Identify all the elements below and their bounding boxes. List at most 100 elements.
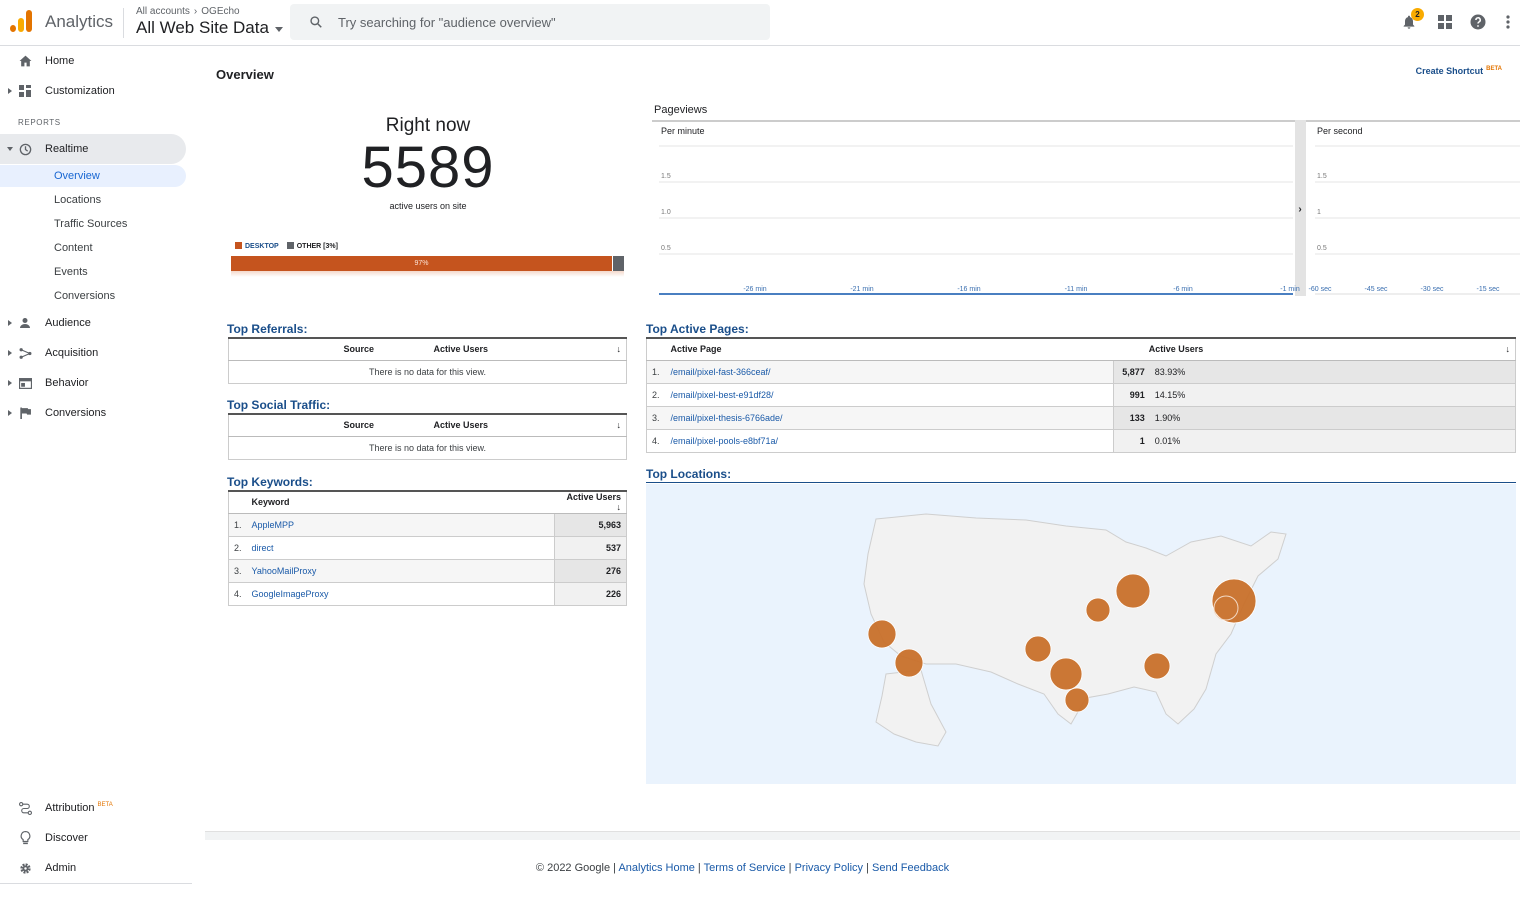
- location-bubble[interactable]: [1115, 573, 1151, 609]
- page-percent: 83.93%: [1149, 360, 1516, 384]
- keyword-link[interactable]: GoogleImageProxy: [246, 582, 555, 606]
- pageviews-title: Pageviews: [654, 104, 708, 116]
- caret-down-icon: [274, 27, 283, 32]
- location-bubble[interactable]: [1024, 635, 1052, 663]
- column-header[interactable]: Source: [338, 413, 429, 437]
- sidebar-subitem-events[interactable]: Events: [0, 261, 186, 283]
- beta-badge: BETA: [97, 802, 113, 809]
- table-row[interactable]: 2./email/pixel-best-e91df28/991 14.15%: [646, 383, 1516, 407]
- legend-other-label: OTHER [3%]: [296, 243, 338, 250]
- location-bubble[interactable]: [1143, 652, 1171, 680]
- keyword-users: 537: [554, 536, 627, 560]
- table-row[interactable]: 1./email/pixel-fast-366ceaf/5,877 83.93%: [646, 360, 1516, 384]
- apps-button[interactable]: [1435, 12, 1455, 32]
- search-input[interactable]: [338, 4, 758, 40]
- sidebar-item-realtime[interactable]: Realtime: [0, 134, 186, 164]
- location-bubble-ring: [1213, 595, 1239, 621]
- sidebar-subitem-conversions[interactable]: Conversions: [0, 285, 186, 307]
- view-name: All Web Site Data: [136, 18, 269, 37]
- clock-icon: [18, 142, 32, 156]
- keyword-link[interactable]: direct: [246, 536, 555, 560]
- other-segment[interactable]: [612, 256, 624, 271]
- column-header[interactable]: Source: [338, 337, 429, 361]
- sidebar-item-conversions[interactable]: Conversions: [0, 398, 186, 428]
- row-index: 4.: [227, 582, 247, 606]
- keyword-users: 5,963: [554, 513, 627, 537]
- breadcrumb-account[interactable]: All accounts: [136, 6, 190, 17]
- sidebar-subitem-traffic-sources[interactable]: Traffic Sources: [0, 213, 186, 235]
- lightbulb-icon: [18, 831, 32, 845]
- view-selector[interactable]: All Web Site Data: [136, 18, 283, 38]
- create-shortcut-label: Create Shortcut: [1415, 66, 1484, 76]
- keyword-link[interactable]: YahooMailProxy: [246, 559, 555, 583]
- table-row[interactable]: 4./email/pixel-pools-e8bf71a/1 0.01%: [646, 429, 1516, 453]
- footer-link-terms[interactable]: Terms of Service: [703, 862, 786, 874]
- sort-arrow-icon[interactable]: ↓: [589, 413, 628, 437]
- keyword-users: 226: [554, 582, 627, 606]
- page-link[interactable]: /email/pixel-thesis-6766ade/: [665, 406, 1114, 430]
- alaska-shape: [875, 669, 947, 747]
- sidebar-item-acquisition[interactable]: Acquisition: [0, 338, 186, 368]
- location-bubble[interactable]: [1211, 578, 1257, 624]
- sort-arrow-icon[interactable]: ↓: [589, 337, 628, 361]
- sidebar-item-attribution[interactable]: Attribution BETA: [0, 793, 186, 823]
- sidebar-item-customization[interactable]: Customization: [0, 76, 186, 106]
- sidebar-subitem-overview[interactable]: Overview: [0, 165, 186, 187]
- more-options-button[interactable]: [1498, 12, 1518, 32]
- x-tick-label: -60 sec: [1309, 286, 1332, 293]
- notifications-button[interactable]: 2: [1399, 8, 1424, 32]
- column-header[interactable]: Active Users ↓: [1113, 337, 1516, 361]
- analytics-logo[interactable]: [10, 10, 32, 32]
- page-link[interactable]: /email/pixel-fast-366ceaf/: [665, 360, 1114, 384]
- sidebar-item-behavior[interactable]: Behavior: [0, 368, 186, 398]
- sidebar-subitem-locations[interactable]: Locations: [0, 189, 186, 211]
- breadcrumb-property[interactable]: OGEcho: [201, 6, 240, 17]
- location-bubble[interactable]: [1085, 597, 1111, 623]
- sidebar-item-home[interactable]: Home: [0, 46, 186, 76]
- help-button[interactable]: [1468, 12, 1488, 32]
- sidebar-subitem-content[interactable]: Content: [0, 237, 186, 259]
- page-users: 991: [1113, 383, 1150, 407]
- column-header[interactable]: Active Users: [428, 413, 590, 437]
- breadcrumb[interactable]: All accounts › OGEcho: [136, 6, 240, 17]
- footer-link-privacy[interactable]: Privacy Policy: [794, 862, 864, 874]
- keyword-link[interactable]: AppleMPP: [246, 513, 555, 537]
- location-bubble[interactable]: [1064, 687, 1090, 713]
- location-bubble[interactable]: [894, 648, 924, 678]
- desktop-segment[interactable]: 97%: [231, 256, 612, 271]
- sidebar-item-audience[interactable]: Audience: [0, 308, 186, 338]
- table-row[interactable]: 2. direct 537: [227, 536, 627, 560]
- search-box[interactable]: [290, 4, 770, 40]
- location-bubble[interactable]: [867, 619, 897, 649]
- column-header[interactable]: Active Users: [428, 337, 590, 361]
- top-referrals-title: Top Referrals:: [227, 322, 308, 336]
- x-tick-label: -1 min: [1280, 286, 1300, 293]
- legend-other: OTHER [3%]: [286, 242, 338, 250]
- footer-link-feedback[interactable]: Send Feedback: [872, 862, 950, 874]
- column-header[interactable]: Keyword: [246, 490, 555, 514]
- column-header[interactable]: Active Users ↓: [554, 490, 627, 514]
- table-row[interactable]: 1. AppleMPP 5,963: [227, 513, 627, 537]
- chevron-right-icon[interactable]: ›: [1298, 204, 1301, 215]
- legend-desktop-label: DESKTOP: [245, 243, 279, 250]
- row-index: 1.: [646, 360, 666, 384]
- sidebar-item-discover[interactable]: Discover: [0, 823, 186, 853]
- table-row[interactable]: 3. YahooMailProxy 276: [227, 559, 627, 583]
- table-row[interactable]: 4. GoogleImageProxy 226: [227, 582, 627, 606]
- column-header[interactable]: Active Page: [665, 337, 1114, 361]
- active-pages-table: Active Page Active Users ↓ 1./email/pixel…: [646, 337, 1516, 453]
- create-shortcut-link[interactable]: Create Shortcut BETA: [1416, 66, 1502, 76]
- table-row[interactable]: 3./email/pixel-thesis-6766ade/133 1.90%: [646, 406, 1516, 430]
- page-link[interactable]: /email/pixel-pools-e8bf71a/: [665, 429, 1114, 453]
- location-bubble[interactable]: [1049, 657, 1083, 691]
- sidebar-subitem-label: Traffic Sources: [54, 218, 128, 230]
- sidebar-item-label: Admin: [45, 862, 77, 874]
- locations-map[interactable]: [646, 484, 1516, 784]
- footer: © 2022 Google | Analytics Home | Terms o…: [535, 862, 950, 874]
- footer-link-analytics-home[interactable]: Analytics Home: [618, 862, 695, 874]
- sidebar-item-label: Customization: [45, 85, 115, 97]
- sidebar-item-admin[interactable]: Admin: [0, 853, 186, 883]
- app-name[interactable]: Analytics: [45, 12, 114, 31]
- home-icon: [18, 54, 32, 68]
- page-link[interactable]: /email/pixel-best-e91df28/: [665, 383, 1114, 407]
